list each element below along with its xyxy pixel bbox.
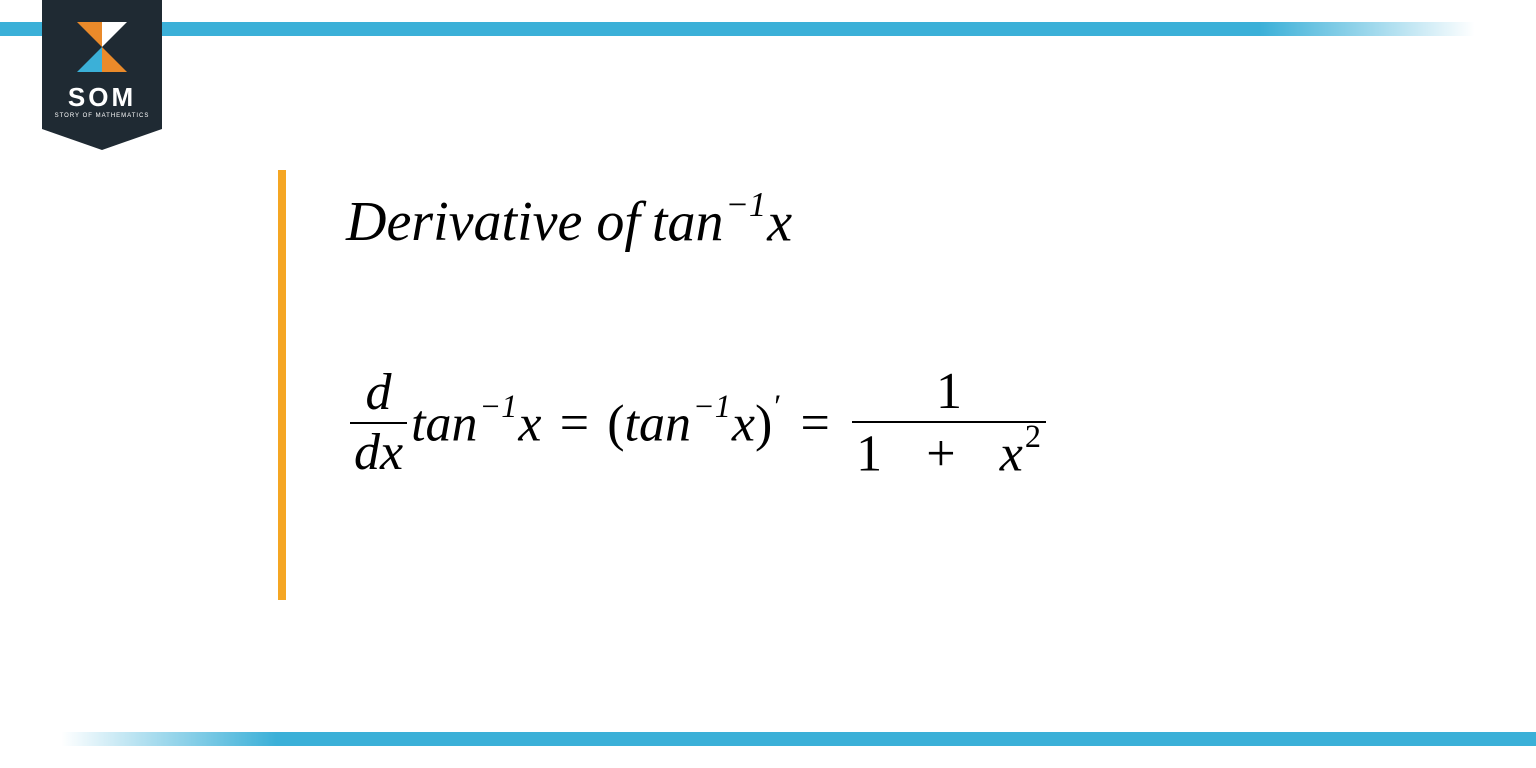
ddx-den: dx [350,422,407,481]
brand-badge: SOM STORY OF MATHEMATICS [42,0,162,150]
title-math: tan−1x [652,190,792,255]
brand-tagline: STORY OF MATHEMATICS [55,113,150,119]
bottom-accent-bar [0,732,1536,746]
lhs-var: x [518,396,541,453]
title-exp: −1 [725,185,766,224]
mid-close: ) [755,396,772,453]
formula: d dx tan−1x = (tan−1x)′ = 1 1 + x2 [346,365,1050,483]
title-prefix: Derivative of [346,190,640,254]
mid-exp: −1 [693,388,731,424]
brand-logo-icon [77,22,127,72]
rhs-den: 1 + x2 [852,421,1046,482]
title: Derivative of tan−1x [346,190,1050,255]
mid-open: ( [607,396,624,453]
title-var: x [767,192,792,254]
mid-var: x [732,396,755,453]
lhs-exp: −1 [480,388,518,424]
rhs-den-exp: 2 [1025,418,1041,454]
rhs: 1 1 + x2 [852,365,1046,483]
rhs-num: 1 [932,365,966,422]
rhs-den-a: 1 [856,426,882,483]
ddx: d dx [350,366,407,481]
ddx-num: d [362,366,396,423]
rhs-den-plus: + [926,426,955,483]
eq2: = [801,394,830,453]
prime: ′ [774,388,781,424]
rhs-den-var: x [1000,426,1023,483]
brand-name: SOM [68,84,136,110]
title-func: tan [652,192,724,254]
mid-func: tan [625,396,691,453]
top-accent-bar [0,22,1536,36]
content-block: Derivative of tan−1x d dx tan−1x = (tan−… [278,170,1050,600]
lhs: tan−1x [411,393,541,453]
lhs-func: tan [411,396,477,453]
mid: (tan−1x)′ [607,393,782,453]
eq1: = [560,394,589,453]
